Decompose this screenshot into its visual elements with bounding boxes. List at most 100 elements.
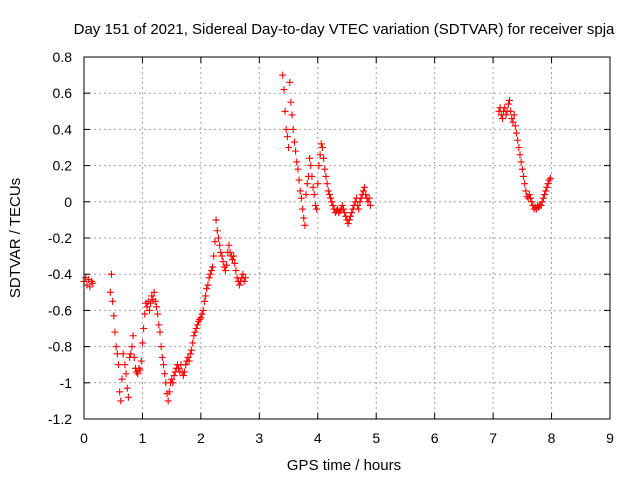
data-point [328, 198, 336, 206]
data-point [297, 194, 305, 202]
data-point [155, 321, 163, 329]
data-point [212, 216, 220, 224]
data-point [211, 238, 219, 246]
grid-lines [84, 57, 610, 419]
data-point [365, 194, 373, 202]
data-point [306, 154, 314, 162]
data-point [538, 198, 546, 206]
data-point [339, 205, 347, 213]
data-point [280, 86, 288, 94]
data-point [209, 263, 217, 271]
data-point [116, 388, 124, 396]
data-point [218, 252, 226, 260]
x-tick-label: 0 [80, 430, 88, 446]
data-point [239, 270, 247, 278]
data-point [366, 201, 374, 209]
data-point [221, 267, 229, 275]
data-point [185, 357, 193, 365]
data-point [223, 261, 231, 269]
data-point [546, 174, 554, 182]
x-tick-label: 7 [489, 430, 497, 446]
data-point [113, 350, 121, 358]
data-points [80, 71, 554, 405]
data-point [137, 357, 145, 365]
data-point [200, 297, 208, 305]
data-point [198, 310, 206, 318]
data-point [118, 375, 126, 383]
data-point [314, 180, 322, 188]
data-point [329, 201, 337, 209]
data-point [106, 288, 114, 296]
data-point [327, 194, 335, 202]
data-point [347, 212, 355, 220]
data-point [361, 183, 369, 191]
data-point [156, 328, 164, 336]
y-tick-label: -0.2 [48, 230, 72, 246]
data-point [542, 187, 550, 195]
data-point [317, 140, 325, 148]
data-point [509, 118, 517, 126]
data-point [313, 205, 321, 213]
data-point [189, 339, 197, 347]
data-point [141, 310, 149, 318]
data-point [520, 172, 528, 180]
x-tick-label: 9 [606, 430, 614, 446]
x-tick-label: 3 [255, 430, 263, 446]
data-point [213, 227, 221, 235]
data-point [204, 281, 212, 289]
data-point [230, 252, 238, 260]
x-tick-label: 1 [139, 430, 147, 446]
data-point [521, 180, 529, 188]
data-point [127, 350, 135, 358]
data-point [323, 180, 331, 188]
x-tick-label: 2 [197, 430, 205, 446]
data-point [217, 248, 225, 256]
data-point [143, 303, 151, 311]
data-point [240, 277, 248, 285]
data-point [502, 111, 510, 119]
data-point [296, 187, 304, 195]
plot-frame [83, 56, 611, 420]
x-tick-label: 5 [372, 430, 380, 446]
data-point [283, 133, 291, 141]
data-point [289, 125, 297, 133]
data-point [175, 364, 183, 372]
data-point [348, 209, 356, 217]
data-point [307, 162, 315, 170]
data-point [158, 353, 166, 361]
data-point [308, 172, 316, 180]
data-point [109, 297, 117, 305]
data-point [89, 279, 97, 287]
data-point [207, 267, 215, 275]
data-point [147, 299, 155, 307]
data-point [110, 312, 118, 320]
data-point [293, 158, 301, 166]
data-point [511, 122, 519, 130]
x-tick-label: 4 [314, 430, 322, 446]
data-point [510, 111, 518, 119]
data-point [128, 343, 136, 351]
data-point [341, 209, 349, 217]
data-point [129, 332, 137, 340]
data-point [282, 125, 290, 133]
data-point [188, 346, 196, 354]
data-point [199, 306, 207, 314]
data-point [544, 180, 552, 188]
data-point [504, 100, 512, 108]
data-point [362, 191, 370, 199]
data-point [302, 191, 310, 199]
data-point [203, 285, 211, 293]
data-point [279, 71, 287, 79]
data-point [321, 165, 329, 173]
data-point [359, 187, 367, 195]
data-point [325, 191, 333, 199]
data-point [161, 370, 169, 378]
data-point [515, 144, 523, 151]
data-point [505, 96, 513, 104]
data-point [349, 205, 357, 213]
data-point [290, 138, 298, 146]
data-point [354, 201, 362, 209]
data-point [518, 165, 526, 173]
axis-ticks: 0 1 2 3 4 5 6 7 8 9 -1.2 -1 -0.8 -0.6 -0.4 -0.2 0 0.2 0.4 0… [48, 49, 614, 446]
data-point [345, 216, 353, 224]
